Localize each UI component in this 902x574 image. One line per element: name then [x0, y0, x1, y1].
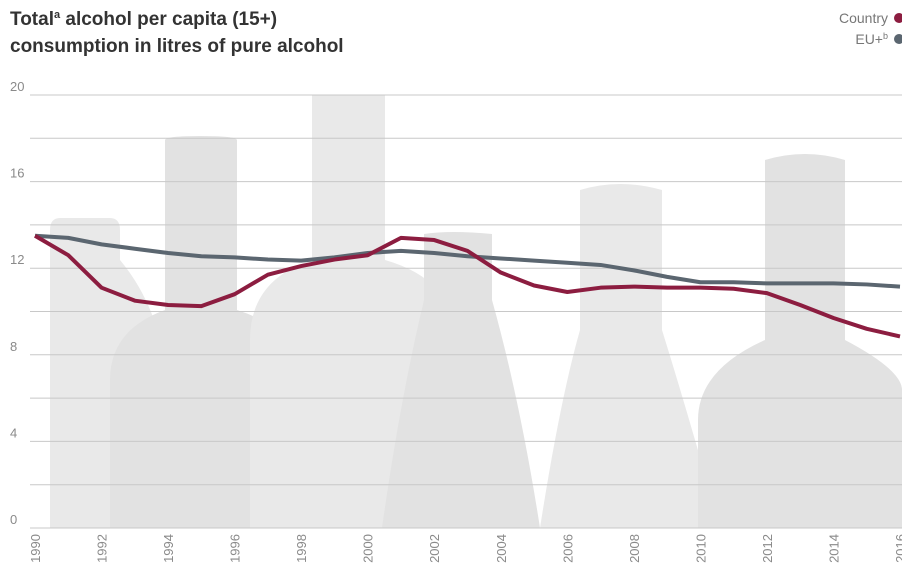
legend-label: Country — [839, 10, 888, 26]
x-tick-label: 1996 — [228, 534, 243, 563]
legend-label: EU+b — [855, 31, 888, 47]
data-line — [33, 233, 901, 339]
chart-title: Totala alcohol per capita (15+) — [10, 9, 277, 30]
title-text: alcohol per capita (15+) — [60, 9, 277, 30]
x-tick-label: 2010 — [693, 534, 708, 563]
legend-text: EU+ — [855, 31, 883, 47]
y-tick-label: 8 — [10, 339, 17, 354]
y-tick-label: 20 — [10, 79, 24, 94]
y-tick-label: 16 — [10, 166, 24, 181]
x-tick-label: 2014 — [826, 534, 841, 563]
x-tick-label: 2006 — [560, 534, 575, 563]
legend: Country EU+b — [839, 10, 902, 47]
x-tick-label: 2008 — [627, 534, 642, 563]
x-tick-label: 2002 — [427, 534, 442, 563]
legend-swatch — [894, 34, 902, 44]
x-tick-label: 1990 — [28, 534, 43, 563]
x-tick-label: 2000 — [361, 534, 376, 563]
title-superscript: a — [54, 9, 61, 21]
chart-title: consumption in litres of pure alcohol — [10, 36, 344, 57]
y-tick-label: 12 — [10, 252, 24, 267]
x-tick-label: 1992 — [95, 534, 110, 563]
x-tick-label: 2016 — [893, 534, 902, 563]
y-tick-label: 4 — [10, 425, 17, 440]
title-text: Total — [10, 9, 54, 30]
data-line — [34, 233, 901, 289]
y-tick-label: 0 — [10, 512, 17, 527]
legend-superscript: b — [883, 31, 888, 41]
x-tick-label: 1998 — [294, 534, 309, 563]
plot-area: 0 4 8 12 16 20 1990 1992 1994 1996 1998 2000 2002 200… — [10, 79, 902, 563]
x-tick-label: 1994 — [161, 534, 176, 563]
background-bottles — [50, 95, 902, 528]
x-tick-label: 2004 — [494, 534, 509, 563]
legend-text: Country — [839, 10, 888, 26]
x-tick-label: 2012 — [760, 534, 775, 563]
legend-swatch — [894, 13, 902, 23]
